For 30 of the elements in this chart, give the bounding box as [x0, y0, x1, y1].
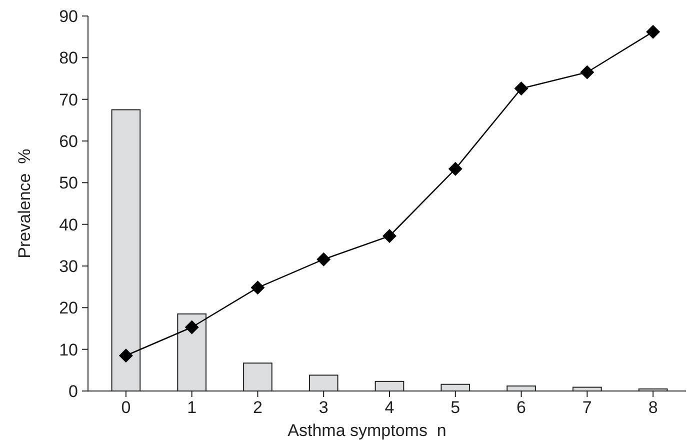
x-tick-label: 0	[121, 398, 131, 417]
y-tick-label: 60	[59, 132, 78, 151]
x-tick-label: 5	[450, 398, 460, 417]
y-tick-label: 50	[59, 174, 78, 193]
y-tick-label: 80	[59, 48, 78, 68]
y-tick-label: 20	[59, 298, 78, 318]
y-tick-label: 70	[59, 90, 78, 110]
x-tick-label: 4	[384, 398, 394, 417]
point	[316, 252, 331, 266]
point	[184, 320, 199, 334]
x-tick-label: 1	[187, 398, 197, 417]
y-tick-label: 90	[59, 6, 78, 26]
y-tick-label: 0	[68, 382, 78, 401]
point	[646, 24, 660, 39]
point	[514, 82, 528, 96]
x-tick-label: 6	[516, 398, 526, 417]
x-tick-label: 8	[648, 398, 658, 417]
y-tick-label: 40	[59, 215, 78, 234]
point	[250, 280, 265, 295]
y-tick-label: 30	[59, 256, 78, 276]
point	[448, 162, 462, 176]
x-tick-label: 3	[318, 398, 328, 417]
y-tick-label: 10	[59, 340, 78, 360]
x-tick-label: 2	[252, 398, 262, 417]
x-axis-title: Asthma symptoms n	[288, 421, 446, 440]
y-axis-title: Prevalence %	[15, 148, 34, 258]
point	[580, 65, 594, 80]
point	[382, 229, 396, 243]
point	[118, 348, 133, 363]
x-tick-label: 7	[582, 398, 592, 417]
